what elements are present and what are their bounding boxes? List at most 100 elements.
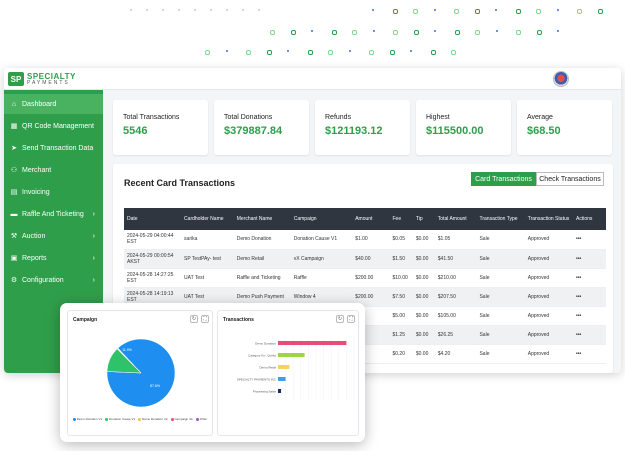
table-cell: $41.50	[434, 249, 477, 269]
decor-dot	[226, 9, 228, 11]
decor-dot	[454, 30, 460, 35]
legend-item[interactable]: Donation Cause V1	[105, 417, 135, 421]
decor-dot	[495, 30, 498, 32]
stat-value: 5546	[123, 125, 148, 137]
row-actions-icon[interactable]: •••	[573, 249, 606, 269]
sidebar-item[interactable]: ➤ Send Transaction Data	[4, 138, 103, 158]
tab-card-transactions[interactable]: Card Transactions	[471, 172, 536, 186]
legend-item[interactable]: Campaign 4A	[170, 417, 193, 421]
qr-code-icon: ▦	[10, 123, 18, 130]
table-cell: $40.00	[352, 249, 390, 269]
table-cell: $0.00	[412, 344, 435, 364]
legend-label: Other	[199, 417, 208, 421]
bar[interactable]	[278, 377, 286, 381]
column-header[interactable]: Tip	[412, 208, 435, 230]
decor-dot	[369, 50, 374, 55]
logo-mark: SP	[8, 72, 24, 86]
table-cell: Approved	[524, 344, 573, 364]
sidebar-item-label: Send Transaction Data	[22, 144, 94, 152]
table-cell: $10.00	[389, 268, 413, 288]
column-header[interactable]: Amount	[352, 208, 390, 230]
sidebar-item-label: QR Code Management	[22, 122, 94, 130]
sidebar-item[interactable]: ▣ Reports ›	[4, 248, 103, 268]
decor-dot	[258, 9, 260, 11]
stat-card: Total Donations $379887.84	[214, 100, 309, 155]
decor-dot	[146, 9, 148, 11]
table-cell: $1.25	[389, 325, 413, 345]
decor-dot	[352, 30, 357, 35]
expand-icon[interactable]: ⛶	[347, 315, 355, 323]
sidebar-item[interactable]: ▦ QR Code Management	[4, 116, 103, 136]
sidebar-item[interactable]: ⚒ Auction ›	[4, 226, 103, 246]
legend-item[interactable]: Demo Donation V2	[138, 417, 168, 421]
table-row[interactable]: 2024-05-28 14:19:13 EST UAT Test Demo Push…	[124, 287, 606, 307]
campaign-legend: Demo Donation V1 Donation Cause V1 Demo Do…	[68, 417, 212, 421]
column-header[interactable]: Merchant Name	[233, 208, 291, 230]
sidebar-item[interactable]: ⚙ Configuration ›	[4, 270, 103, 290]
sidebar-item[interactable]: ▬ Raffle And Ticketing ›	[4, 204, 103, 224]
stat-card: Highest $115500.00	[416, 100, 511, 155]
pie-slice[interactable]	[117, 347, 142, 374]
chevron-right-icon: ›	[92, 276, 95, 284]
row-actions-icon[interactable]: •••	[573, 306, 606, 326]
sidebar-item[interactable]: ⚇ Merchant	[4, 160, 103, 180]
refresh-icon[interactable]: ↻	[190, 315, 198, 323]
bar[interactable]	[278, 341, 347, 345]
table-cell: Raffle	[290, 268, 353, 288]
column-header[interactable]: Cardholder Name	[181, 208, 234, 230]
table-cell: UAT Test	[181, 268, 234, 288]
sidebar-item[interactable]: ⌂ Dashboard	[4, 94, 103, 114]
table-cell: Sale	[476, 287, 525, 307]
table-cell: Demo Push Payment	[233, 287, 291, 307]
table-row[interactable]: 2024-05-29 04:00:44 EST sarika Demo Donati…	[124, 230, 606, 250]
column-header[interactable]: Actions	[573, 208, 606, 230]
user-avatar[interactable]	[553, 71, 569, 87]
chevron-right-icon: ›	[92, 210, 95, 218]
column-header[interactable]: Transaction Status	[524, 208, 573, 230]
decor-dot	[430, 50, 436, 55]
bar[interactable]	[278, 353, 305, 357]
bar[interactable]	[278, 365, 290, 369]
pie-slice[interactable]	[106, 338, 176, 408]
expand-icon[interactable]: ⛶	[201, 315, 209, 323]
column-header[interactable]: Date	[124, 208, 182, 230]
table-row[interactable]: 2024-05-28 14:27:25 EST UAT Test Raffle an…	[124, 268, 606, 288]
decor-dot	[331, 30, 337, 35]
column-header[interactable]: Campaign	[290, 208, 353, 230]
column-header[interactable]: Transaction Type	[476, 208, 525, 230]
table-cell: $105.00	[434, 306, 477, 326]
legend-item[interactable]: Other	[195, 417, 208, 421]
table-header-row: Date Cardholder Name Merchant Name Campaign…	[124, 208, 606, 230]
row-actions-icon[interactable]: •••	[573, 230, 606, 250]
refresh-icon[interactable]: ↻	[336, 315, 344, 323]
table-row[interactable]: 2024-05-29 00:00:54 AKST SP TestPAy- test…	[124, 249, 606, 269]
row-actions-icon[interactable]: •••	[573, 268, 606, 288]
column-header[interactable]: Fee	[389, 208, 413, 230]
legend-item[interactable]: Demo Donation V1	[72, 417, 102, 421]
bar[interactable]	[278, 389, 282, 393]
bar-category-label: SPECIALTY PAYMENTS INC	[237, 378, 277, 382]
stat-value: $121193.12	[325, 125, 383, 137]
bar-category-label: Processing Sales	[253, 390, 277, 394]
transactions-table: Date Cardholder Name Merchant Name Campaign…	[124, 208, 606, 364]
decor-dot	[434, 30, 436, 32]
row-actions-icon[interactable]: •••	[573, 325, 606, 345]
table-cell: Sale	[476, 325, 525, 345]
column-header[interactable]: Total Amount	[434, 208, 477, 230]
table-cell: 2024-05-28 14:19:13 EST	[124, 287, 182, 307]
row-actions-icon[interactable]: •••	[573, 344, 606, 364]
row-actions-icon[interactable]: •••	[573, 287, 606, 307]
legend-swatch	[105, 417, 109, 421]
transactions-widget: Transactions ↻ ⛶ Demo Donation Category K…	[217, 310, 359, 436]
tab-check-transactions[interactable]: Check Transactions	[536, 172, 604, 186]
brand-logo[interactable]: SP SPECIALTY PAYMENTS	[8, 72, 76, 86]
table-cell: Approved	[524, 306, 573, 326]
home-icon: ⌂	[11, 100, 17, 108]
ticket-icon: ▬	[10, 210, 18, 218]
sidebar-item[interactable]: ▤ Invoicing	[4, 182, 103, 202]
decor-dot	[413, 30, 419, 35]
decor-dot	[348, 50, 351, 52]
decor-dot	[311, 30, 313, 32]
bar-category-label: Category Kit - Quirky	[248, 354, 276, 358]
